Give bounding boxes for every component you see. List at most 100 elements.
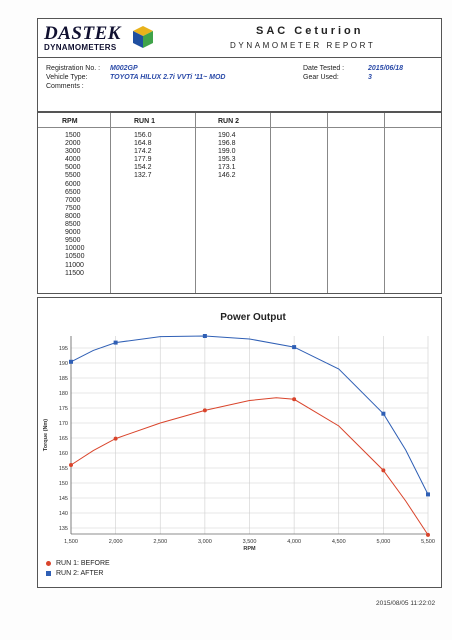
rpm-cell: 7000 bbox=[65, 196, 81, 204]
rpm-column-header: RPM bbox=[62, 118, 78, 125]
run2-cell: 199.0 bbox=[218, 148, 236, 156]
run1-cell: 174.2 bbox=[134, 148, 152, 156]
rpm-cell: 5000 bbox=[65, 164, 81, 172]
y-tick-label: 165 bbox=[59, 436, 68, 442]
column-divider bbox=[110, 113, 111, 293]
y-tick-label: 190 bbox=[59, 361, 68, 367]
column-divider bbox=[384, 113, 385, 293]
y-axis-label: Torque (Nm) bbox=[43, 419, 49, 451]
rpm-cell: 6500 bbox=[65, 188, 81, 196]
column-divider bbox=[270, 113, 271, 293]
column-divider bbox=[327, 113, 328, 293]
y-tick-label: 195 bbox=[59, 346, 68, 352]
y-tick-label: 140 bbox=[59, 511, 68, 517]
rpm-cell: 7500 bbox=[65, 204, 81, 212]
run2-cell: 146.2 bbox=[218, 172, 236, 180]
run1-column-header: RUN 1 bbox=[134, 118, 156, 125]
legend-marker-run1 bbox=[46, 561, 51, 566]
rpm-column: 1500 2000 3000 4000 5000 5500 6000 6500 7000 7500… bbox=[65, 132, 84, 278]
x-tick-label: 3,000 bbox=[198, 539, 212, 545]
vehicle-info: Registration No. : M002GP Vehicle Type: … bbox=[37, 57, 442, 112]
data-point-run2 bbox=[381, 411, 386, 416]
run2-cell: 195.3 bbox=[218, 156, 236, 164]
x-tick-label: 2,000 bbox=[109, 539, 123, 545]
results-table: RPM RUN 1 RUN 2 1500 2000 3000 4000 5000 5500… bbox=[37, 112, 442, 294]
chart-title: Power Output bbox=[220, 312, 286, 323]
x-tick-label: 5,500 bbox=[421, 539, 435, 545]
x-tick-label: 2,500 bbox=[153, 539, 167, 545]
data-point-run1 bbox=[113, 436, 118, 441]
run2-cell: 190.4 bbox=[218, 132, 236, 139]
x-tick-label: 4,000 bbox=[287, 539, 301, 545]
rpm-cell: 2000 bbox=[65, 140, 81, 148]
gear-used-value: 3 bbox=[368, 74, 372, 81]
report-title: DYNAMOMETER REPORT bbox=[230, 41, 376, 50]
data-point-run2 bbox=[69, 359, 73, 364]
y-tick-label: 175 bbox=[59, 406, 68, 412]
data-point-run1 bbox=[202, 408, 207, 413]
y-tick-label: 185 bbox=[59, 376, 68, 382]
logo-subtitle: DYNAMOMETERS bbox=[44, 43, 117, 52]
y-tick-label: 145 bbox=[59, 496, 68, 502]
rpm-cell: 3000 bbox=[65, 148, 81, 156]
x-tick-label: 5,000 bbox=[376, 539, 390, 545]
legend-run2: RUN 2: AFTER bbox=[56, 570, 104, 577]
y-tick-label: 135 bbox=[59, 526, 68, 532]
run1-column: 156.0 164.8 174.2 177.9 154.2 132.7 bbox=[134, 132, 152, 181]
registration-value: M002GP bbox=[110, 65, 138, 72]
rpm-cell: 6000 bbox=[65, 180, 81, 188]
rpm-cell: 8500 bbox=[65, 221, 81, 229]
rpm-cell: 8000 bbox=[65, 212, 81, 220]
column-divider bbox=[195, 113, 196, 293]
comments-label: Comments : bbox=[46, 83, 84, 90]
data-point-run1 bbox=[69, 463, 73, 467]
data-point-run1 bbox=[292, 397, 297, 402]
series-line-run2 bbox=[70, 335, 429, 495]
data-point-run1 bbox=[426, 532, 430, 537]
rpm-cell: 9500 bbox=[65, 237, 81, 245]
run1-cell: 164.8 bbox=[134, 140, 152, 148]
data-point-run2 bbox=[426, 492, 430, 497]
registration-label: Registration No. : bbox=[46, 65, 101, 72]
series-line-run1 bbox=[70, 397, 429, 536]
rpm-cell: 9000 bbox=[65, 229, 81, 237]
power-output-chart: Power Output 135 140 145 150 155 160 165 170 175 1… bbox=[43, 312, 435, 552]
run2-column: 190.4 196.8 199.0 195.3 173.1 146.2 bbox=[218, 132, 236, 181]
rpm-cell: 5500 bbox=[65, 172, 81, 180]
table-header-divider bbox=[38, 127, 441, 128]
legend-marker-run2 bbox=[46, 571, 51, 576]
y-tick-label: 180 bbox=[59, 391, 68, 397]
y-tick-label: 160 bbox=[59, 451, 68, 457]
vehicle-type-label: Vehicle Type: bbox=[46, 74, 88, 81]
date-tested-value: 2015/06/18 bbox=[368, 65, 404, 72]
y-tick-label: 170 bbox=[59, 421, 68, 427]
date-tested-label: Date Tested : bbox=[303, 65, 345, 72]
y-tick-label: 155 bbox=[59, 466, 68, 472]
run2-cell: 173.1 bbox=[218, 164, 236, 172]
run1-cell: 177.9 bbox=[134, 156, 152, 164]
legend-run1: RUN 1: BEFORE bbox=[56, 560, 110, 567]
power-output-chart-panel: Power Output 135 140 145 150 155 160 165 170 175 1… bbox=[37, 297, 442, 588]
run2-cell: 196.8 bbox=[218, 140, 236, 148]
data-point-run1 bbox=[381, 468, 386, 473]
rpm-cell: 11500 bbox=[65, 269, 84, 277]
brand-name: SAC Ceturion bbox=[256, 25, 364, 37]
report-header: DASTEK DYNAMOMETERS SAC Ceturion DYNAMOM… bbox=[37, 18, 442, 58]
x-tick-label: 1,500 bbox=[64, 539, 78, 545]
rpm-cell: 10500 bbox=[65, 253, 85, 261]
gear-used-label: Gear Used: bbox=[303, 74, 339, 81]
vehicle-type-value: TOYOTA HILUX 2.7i VVTi '11~ MOD bbox=[110, 74, 226, 81]
data-point-run2 bbox=[292, 345, 297, 350]
run1-cell: 156.0 bbox=[134, 132, 152, 139]
y-tick-label: 150 bbox=[59, 481, 68, 487]
cube-logo-icon bbox=[133, 26, 153, 48]
run2-column-header: RUN 2 bbox=[218, 118, 240, 125]
report-timestamp: 2015/08/05 11:22:02 bbox=[376, 600, 436, 607]
rpm-cell: 4000 bbox=[65, 156, 81, 164]
x-tick-label: 3,500 bbox=[243, 539, 257, 545]
logo-wordmark: DASTEK bbox=[44, 23, 121, 44]
data-point-run2 bbox=[202, 334, 207, 338]
x-tick-label: 4,500 bbox=[332, 539, 346, 545]
x-axis-label: RPM bbox=[243, 546, 256, 552]
run1-cell: 132.7 bbox=[134, 172, 152, 180]
